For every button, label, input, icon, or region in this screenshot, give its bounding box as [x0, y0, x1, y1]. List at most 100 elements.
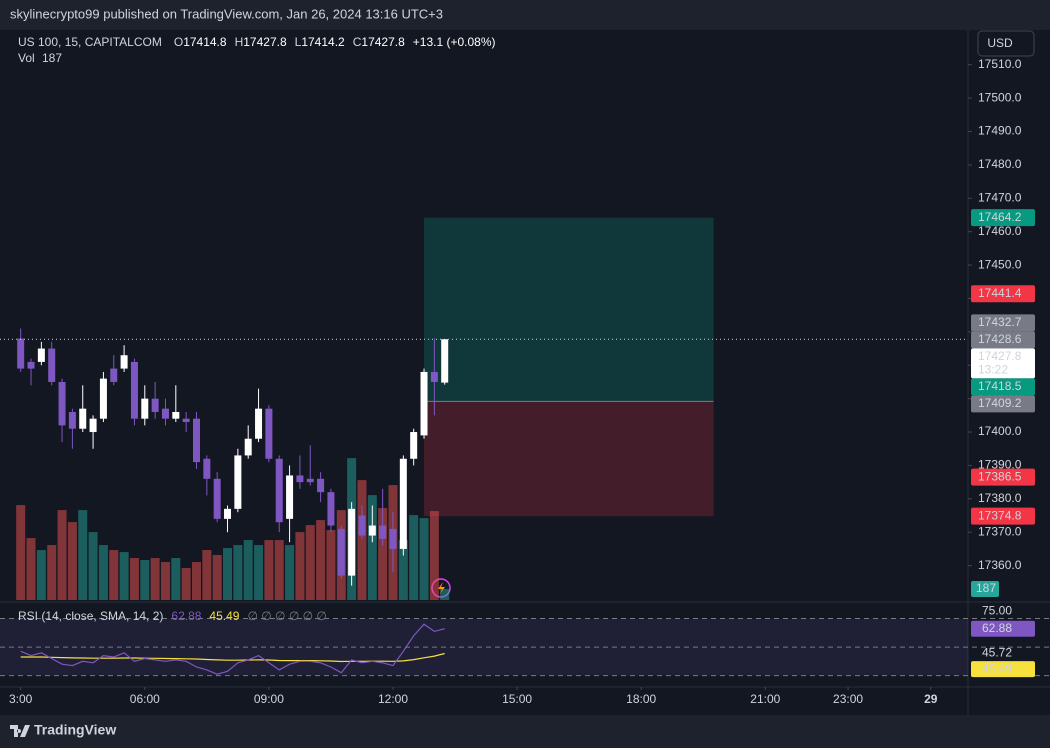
rsi-pane	[0, 618, 968, 676]
candle-body	[441, 339, 449, 383]
candle-body	[213, 478, 221, 519]
volume-bar	[357, 480, 367, 600]
y-tick-label: 17470.0	[978, 190, 1022, 204]
volume-bar	[243, 540, 253, 600]
candle-body	[337, 528, 345, 576]
candle-body	[99, 378, 107, 419]
volume-bar	[212, 555, 222, 600]
y-tick-label: 17380.0	[978, 491, 1022, 505]
rsi-value: 62.88	[171, 609, 201, 623]
volume-name: Vol	[18, 51, 35, 65]
volume-bar	[316, 520, 326, 600]
rsi-label-box	[971, 620, 1035, 637]
candle-body	[130, 361, 138, 419]
volume-bar	[202, 550, 212, 600]
candle-body	[110, 368, 118, 382]
candle-body	[306, 478, 314, 483]
volume-bar	[326, 530, 336, 600]
price-label-box	[971, 209, 1035, 227]
volume-bar	[254, 545, 264, 600]
candle-body	[368, 525, 376, 536]
ohlc-value: 17414.2	[301, 35, 345, 49]
x-tick-label: 29	[924, 692, 938, 706]
candle-body	[161, 408, 169, 419]
rsi-tick-label: 75.00	[982, 604, 1012, 618]
x-tick-label: 21:00	[750, 692, 780, 706]
y-tick-label: 17460.0	[978, 224, 1022, 238]
volume-bar	[295, 532, 305, 600]
price-label-box	[971, 348, 1035, 379]
volume-bar	[367, 495, 377, 600]
volume-bar	[47, 545, 57, 600]
ohlc-value: 17427.8	[243, 35, 287, 49]
price-label-box	[971, 395, 1035, 413]
volume-bar	[285, 545, 295, 600]
button-frame[interactable]	[977, 30, 1035, 57]
price-label-box	[971, 507, 1035, 525]
brand: TradingView	[10, 722, 116, 738]
y-tick-label: 17480.0	[978, 157, 1022, 171]
price-label: 17428.6	[978, 332, 1022, 346]
candle-body	[79, 408, 87, 429]
candle-body	[172, 412, 180, 419]
candle-body	[420, 371, 428, 436]
candle-body	[296, 475, 304, 483]
price-label: 17464.2	[978, 210, 1022, 224]
price-label: 17374.8	[978, 508, 1022, 522]
candle-body	[358, 515, 366, 536]
candle-body	[68, 412, 76, 429]
rsi-name: RSI (14, close, SMA, 14, 2)	[18, 609, 163, 623]
rsi-tick-label: 45.72	[982, 645, 1012, 659]
candle-body	[182, 418, 190, 423]
button-label[interactable]: USD	[987, 36, 1013, 50]
price-label: 17418.5	[978, 379, 1022, 393]
price-label-box	[971, 331, 1035, 349]
volume-label-box	[971, 581, 999, 598]
symbol: US 100, 15, CAPITALCOM	[18, 35, 162, 49]
volume-label: 187	[976, 581, 996, 595]
x-tick-label: 3:00	[9, 692, 33, 706]
price-label-box	[971, 468, 1035, 486]
countdown: 13:22	[978, 363, 1008, 377]
volume-bar	[409, 515, 419, 600]
x-tick-label: 18:00	[626, 692, 656, 706]
candle-body	[379, 525, 387, 539]
brand-name: TradingView	[34, 722, 116, 738]
y-tick-label: 17490.0	[978, 124, 1022, 138]
ohlc-letter: H	[235, 35, 244, 49]
rsi-label: 62.88	[982, 621, 1012, 635]
candle-body	[192, 418, 200, 463]
ohlc-value: 17427.8	[361, 35, 405, 49]
x-tick-label: 15:00	[502, 692, 532, 706]
rsi-label: 45.49	[982, 661, 1012, 675]
volume-bar	[378, 508, 388, 600]
rsi-line	[20, 623, 445, 675]
candle-body	[58, 381, 66, 426]
footer-bar	[0, 715, 1050, 748]
volume-bar	[233, 545, 243, 600]
candle-body	[224, 508, 232, 519]
y-tick-label: 17450.0	[978, 257, 1022, 271]
candle-body	[120, 355, 128, 369]
rsi-sma-value: 45.49	[209, 609, 239, 623]
loss-zone	[424, 401, 714, 517]
volume-bar	[88, 532, 98, 600]
y-tick-label: 17370.0	[978, 524, 1022, 538]
candle-body	[203, 458, 211, 479]
y-tick-label: 17510.0	[978, 57, 1022, 71]
volume-bar	[419, 518, 429, 600]
volume-bar	[171, 558, 181, 600]
volume-bar	[223, 548, 233, 600]
candle-body	[410, 432, 418, 459]
candle-body	[389, 528, 397, 549]
x-tick-label: 12:00	[378, 692, 408, 706]
y-tick-label: 17390.0	[978, 458, 1022, 472]
currency-button[interactable]: USD	[977, 30, 1035, 57]
rsi-legend: RSI (14, close, SMA, 14, 2) 62.88 45.49 ∅ ∅…	[18, 609, 327, 623]
candle-body	[89, 418, 97, 433]
volume-value: 187	[42, 51, 62, 65]
volume-bar	[181, 568, 191, 600]
price-label-box	[971, 314, 1035, 332]
